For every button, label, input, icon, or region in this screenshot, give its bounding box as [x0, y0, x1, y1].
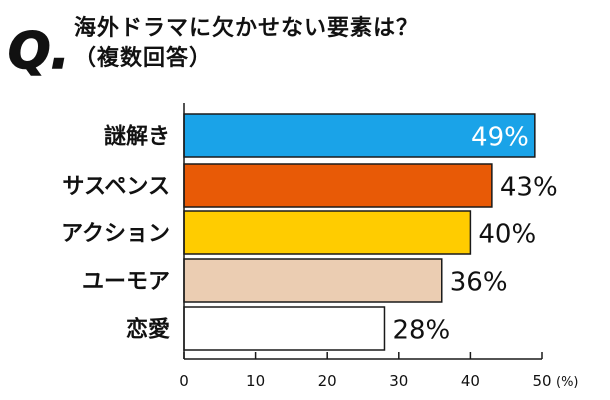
data-label-1: 43%: [500, 173, 558, 203]
bar-4: [183, 306, 386, 351]
category-label-2: アクション: [61, 222, 170, 247]
data-label-3: 36%: [450, 268, 508, 298]
x-tick-label-1: 10: [246, 372, 265, 390]
category-label-4: 恋愛: [126, 317, 170, 343]
chart-title: 海外ドラマに欠かせない要素は？ （複数回答）: [74, 14, 419, 74]
x-tick-label-2: 20: [318, 372, 337, 390]
q-mark-letter: Q.: [8, 22, 68, 78]
data-label-2: 40%: [478, 220, 536, 250]
title-line-1: 海外ドラマに欠かせない要素は？: [74, 16, 420, 41]
bar-1: [183, 163, 493, 208]
x-tick-label-5: 50: [532, 372, 551, 390]
title-line-2: （複数回答）: [74, 46, 213, 71]
bar-3: [183, 258, 443, 303]
data-label-0: 49%: [471, 123, 529, 153]
data-label-4: 28%: [392, 316, 450, 346]
bar-2: [183, 210, 472, 255]
category-label-3: ユーモア: [82, 270, 170, 295]
q-mark-icon: Q.: [7, 21, 68, 78]
x-tick-label-0: 0: [179, 372, 189, 390]
bar-0: [183, 113, 536, 158]
x-tick-label-4: 40: [461, 372, 480, 390]
x-unit-label: (%): [556, 375, 579, 390]
x-tick-label-3: 30: [389, 372, 408, 390]
category-label-1: サスペンス: [62, 175, 170, 200]
category-label-0: 謎解き: [104, 124, 170, 150]
